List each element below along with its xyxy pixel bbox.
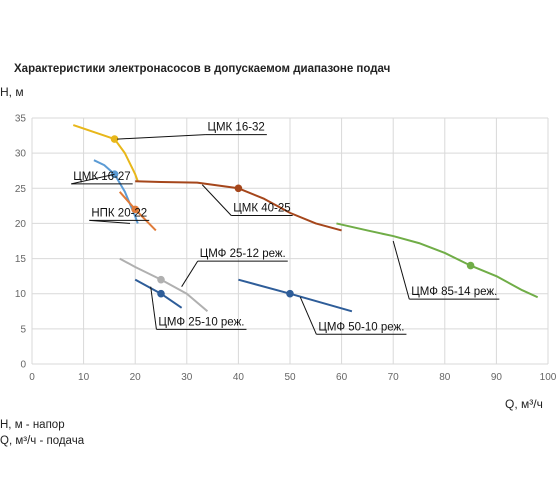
label-leader (71, 173, 115, 185)
x-tick-label: 0 (29, 372, 35, 383)
series-marker (157, 275, 165, 284)
x-tick-label: 20 (130, 372, 142, 383)
x-tick-label: 10 (78, 372, 90, 383)
x-tick-label: 90 (491, 372, 503, 383)
series-label: НПК 20-22 (91, 207, 147, 219)
x-axis-title: Q, м³/ч (505, 397, 543, 411)
y-tick-label: 35 (15, 114, 27, 125)
series-marker (466, 261, 475, 270)
series-label: ЦМФ 85-14 реж. (411, 286, 497, 298)
series-label: ЦМК 16-32 (207, 122, 264, 134)
series-marker (110, 135, 119, 143)
series-marker (131, 205, 139, 214)
series-label: ЦМК 40-25 (233, 202, 290, 214)
label-leader (150, 286, 157, 330)
x-tick-label: 50 (284, 372, 296, 383)
label-leader (201, 184, 232, 216)
x-tick-label: 60 (336, 372, 348, 383)
series-line (118, 191, 157, 232)
series-marker (234, 184, 243, 193)
y-tick-label: 25 (15, 184, 27, 195)
label-leader (299, 297, 317, 335)
y-tick-label: 5 (20, 324, 26, 335)
x-tick-label: 70 (388, 372, 400, 383)
y-tick-label: 0 (20, 360, 26, 371)
y-tick-label: 30 (15, 149, 27, 160)
series-line (336, 222, 539, 299)
series-line (238, 278, 353, 313)
x-tick-labels: 0 10 20 30 40 50 60 70 80 90 100 (29, 372, 557, 383)
series-label: ЦМФ 25-10 реж. (158, 316, 244, 328)
chart-title: Характеристики электронасосов в допускае… (14, 63, 390, 75)
label-leader (392, 240, 410, 300)
note-flow: Q, м³/ч - подача (0, 435, 85, 447)
note-head: H, м - напор (0, 419, 65, 431)
y-tick-labels: 0 5 10 15 20 25 30 35 (15, 114, 27, 371)
series-line (93, 159, 139, 224)
x-tick-label: 40 (233, 372, 245, 383)
series-marker (157, 289, 165, 298)
series-label: ЦМФ 50-10 реж. (318, 321, 404, 333)
y-tick-label: 15 (15, 254, 27, 265)
label-leader (89, 219, 131, 224)
label-leader (181, 260, 199, 287)
x-tick-label: 80 (439, 372, 451, 383)
series-marker (286, 289, 294, 298)
series-line (72, 124, 139, 182)
y-tick-label: 20 (15, 219, 27, 230)
label-leader (117, 134, 206, 140)
y-axis-title: H, м (0, 85, 24, 99)
x-tick-label: 100 (540, 372, 557, 383)
y-tick-label: 10 (15, 289, 27, 300)
series-line (135, 180, 342, 232)
series-label: ЦМФ 25-12 реж. (200, 248, 286, 260)
grid (31, 117, 549, 365)
x-tick-label: 30 (181, 372, 193, 383)
